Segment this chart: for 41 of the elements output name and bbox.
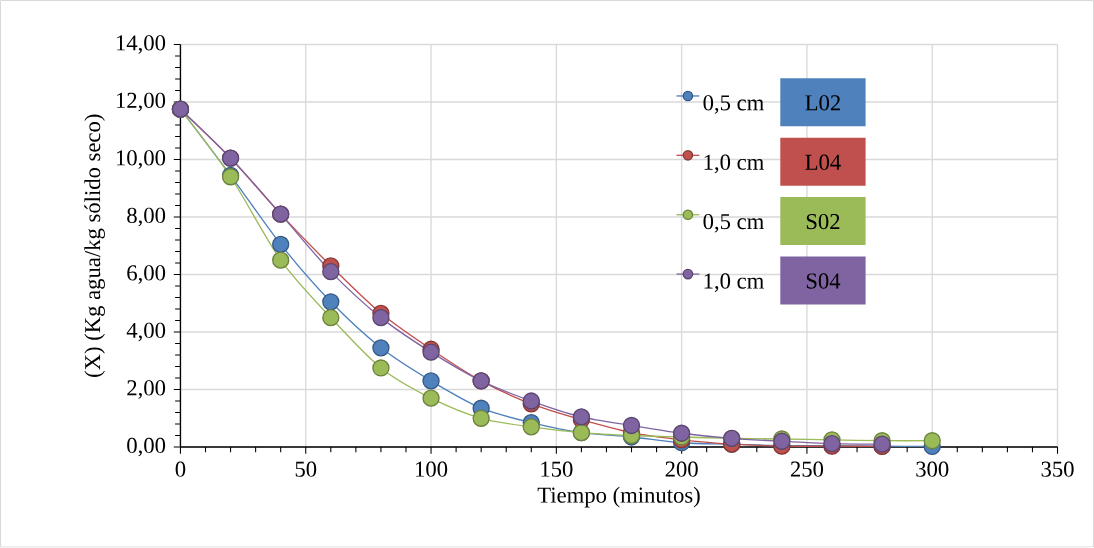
y-axis-title: (X) (Kg agua/kg sólido seco): [84, 114, 105, 378]
point: [372, 339, 390, 357]
annotation: S02: [806, 214, 840, 230]
point: [322, 263, 340, 281]
y-tick-label: 6,00: [127, 265, 166, 285]
y-tick-label: 14,00: [116, 35, 166, 55]
y-tick-label: 8,00: [127, 207, 166, 227]
x-tick-label: 0: [175, 461, 186, 478]
x-tick-label: 100: [416, 461, 448, 478]
x-tick-label: 50: [295, 461, 317, 478]
x-tick-label: 350: [1041, 461, 1074, 478]
x-tick-label: 250: [790, 461, 824, 478]
annotation: S04: [806, 273, 841, 289]
x-tick-label: 200: [665, 461, 698, 478]
point: [522, 418, 540, 436]
point: [372, 359, 390, 377]
x-tick-label: 150: [541, 461, 573, 478]
annotation: L04: [805, 154, 841, 171]
point: [923, 432, 941, 450]
point: [322, 293, 340, 311]
y-tick-label: 2,00: [127, 380, 166, 400]
y-tick-label: 4,00: [126, 322, 166, 342]
legend-label: 1,0 cm: [704, 273, 764, 293]
legend-label: 0,5 cm: [703, 214, 764, 233]
legend-label: 0,5 cm: [703, 95, 764, 114]
point: [672, 424, 691, 443]
y-tick-label: 0,00: [127, 438, 166, 457]
point: [272, 235, 290, 254]
x-tick-label: 300: [916, 461, 949, 478]
legend-label: 1,0 cm: [704, 154, 764, 174]
y-tick-label: 12,00: [116, 92, 166, 112]
y-tick-label: 10,00: [116, 150, 166, 170]
point: [372, 309, 390, 327]
point: [622, 417, 641, 435]
point: [422, 389, 440, 408]
point: [272, 251, 290, 270]
point: [422, 372, 440, 390]
point: [322, 309, 340, 327]
x-axis-title: Tiempo (minutos): [537, 487, 700, 508]
point: [472, 409, 490, 428]
annotation: L02: [805, 95, 840, 111]
